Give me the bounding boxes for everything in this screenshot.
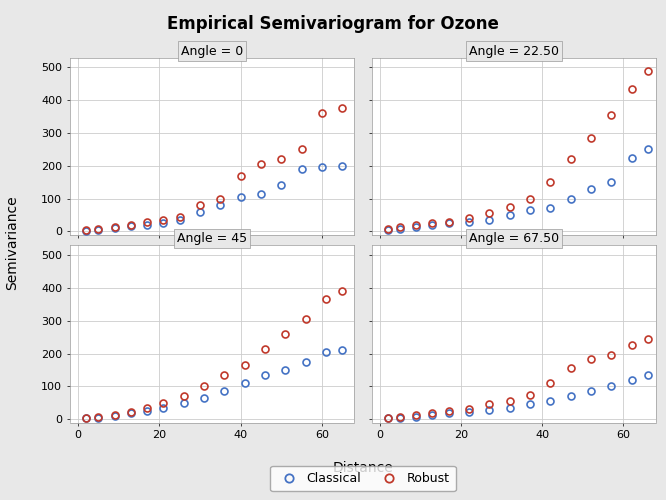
Text: Empirical Semivariogram for Ozone: Empirical Semivariogram for Ozone [167, 15, 499, 33]
Title: Angle = 22.50: Angle = 22.50 [469, 44, 559, 58]
Title: Angle = 45: Angle = 45 [177, 232, 247, 245]
Text: Distance: Distance [332, 460, 394, 474]
Text: Semivariance: Semivariance [5, 195, 19, 290]
Title: Angle = 0: Angle = 0 [181, 44, 243, 58]
Legend: Classical, Robust: Classical, Robust [270, 466, 456, 491]
Title: Angle = 67.50: Angle = 67.50 [469, 232, 559, 245]
